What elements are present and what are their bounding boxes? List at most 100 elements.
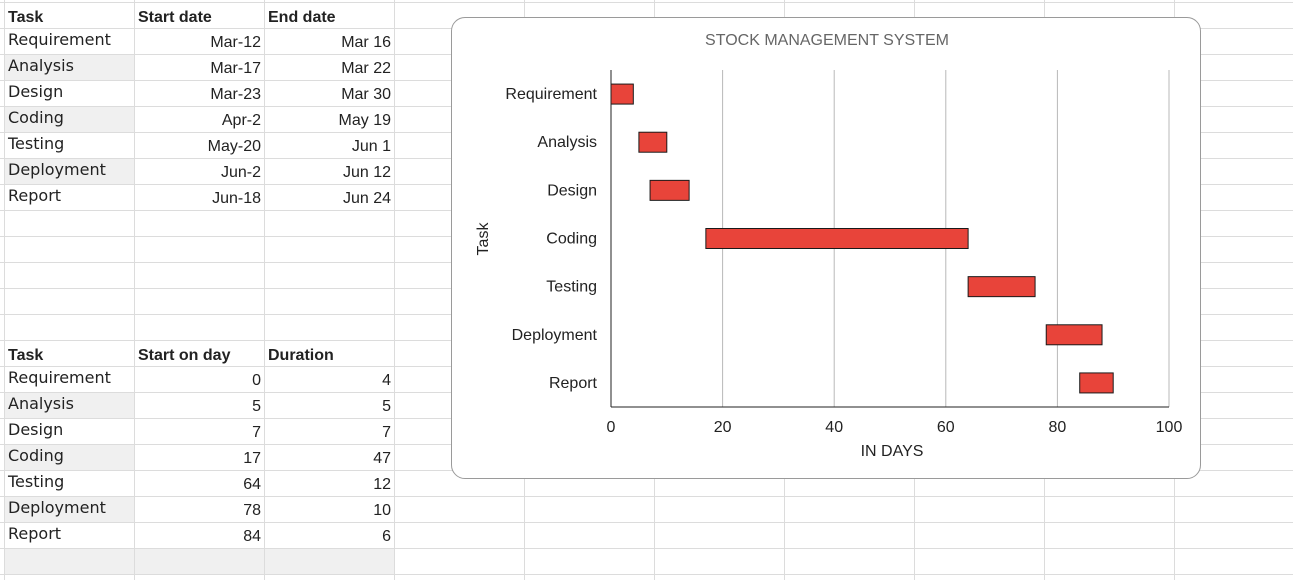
y-tick-label: Requirement bbox=[505, 86, 597, 103]
empty-cell[interactable] bbox=[264, 210, 395, 237]
task-name-cell[interactable]: Design bbox=[4, 80, 135, 107]
value-cell[interactable]: Mar-23 bbox=[134, 80, 265, 107]
empty-cell[interactable] bbox=[4, 262, 135, 289]
x-tick-label: 60 bbox=[937, 419, 955, 436]
table-row: Coding Apr-2 May 19 bbox=[4, 106, 395, 133]
empty-cell[interactable] bbox=[134, 236, 265, 263]
y-tick-label: Coding bbox=[546, 231, 597, 248]
value-cell[interactable]: Jun 24 bbox=[264, 184, 395, 211]
x-tick-label: 0 bbox=[607, 419, 616, 436]
bar-requirement[interactable] bbox=[610, 83, 634, 105]
empty-cell[interactable] bbox=[264, 262, 395, 289]
empty-cell[interactable] bbox=[4, 236, 135, 263]
bar-report[interactable] bbox=[1079, 372, 1114, 394]
table-row: Analysis 5 5 bbox=[4, 392, 395, 419]
value-cell[interactable]: 7 bbox=[134, 418, 265, 445]
value-cell[interactable]: 5 bbox=[264, 392, 395, 419]
y-tick-label: Testing bbox=[546, 279, 597, 296]
task-name-cell[interactable]: Report bbox=[4, 184, 135, 211]
task-name-cell[interactable]: Deployment bbox=[4, 496, 135, 523]
table-row: Deployment Jun-2 Jun 12 bbox=[4, 158, 395, 185]
value-cell[interactable]: May 19 bbox=[264, 106, 395, 133]
empty-cell[interactable] bbox=[4, 548, 135, 575]
task-name-cell[interactable]: Testing bbox=[4, 470, 135, 497]
value-cell[interactable]: 12 bbox=[264, 470, 395, 497]
y-tick-label: Design bbox=[547, 182, 597, 199]
value-cell[interactable]: Jun-2 bbox=[134, 158, 265, 185]
empty-cell[interactable] bbox=[134, 548, 265, 575]
bar-analysis[interactable] bbox=[638, 131, 668, 153]
header-task[interactable]: Task bbox=[4, 340, 135, 367]
value-cell[interactable]: Jun 1 bbox=[264, 132, 395, 159]
value-cell[interactable]: Mar-17 bbox=[134, 54, 265, 81]
value-cell[interactable]: Mar-12 bbox=[134, 28, 265, 55]
value-cell[interactable]: 64 bbox=[134, 470, 265, 497]
table-header-row: Task Start date End date bbox=[4, 2, 395, 29]
empty-cell[interactable] bbox=[4, 288, 135, 315]
task-name-cell[interactable]: Report bbox=[4, 522, 135, 549]
table-row: Testing 64 12 bbox=[4, 470, 395, 497]
x-tick-label: 20 bbox=[714, 419, 732, 436]
y-tick-label: Deployment bbox=[512, 327, 598, 344]
empty-cell[interactable] bbox=[134, 314, 265, 341]
value-cell[interactable]: Mar 30 bbox=[264, 80, 395, 107]
task-name-cell[interactable]: Analysis bbox=[4, 54, 135, 81]
table-row: Requirement Mar-12 Mar 16 bbox=[4, 28, 395, 55]
value-cell[interactable]: 4 bbox=[264, 366, 395, 393]
value-cell[interactable]: 7 bbox=[264, 418, 395, 445]
value-cell[interactable]: Apr-2 bbox=[134, 106, 265, 133]
header-task[interactable]: Task bbox=[4, 2, 135, 29]
header-start-date[interactable]: Start date bbox=[134, 2, 265, 29]
task-name-cell[interactable]: Requirement bbox=[4, 366, 135, 393]
task-name-cell[interactable]: Deployment bbox=[4, 158, 135, 185]
value-cell[interactable]: Jun-18 bbox=[134, 184, 265, 211]
empty-cell[interactable] bbox=[134, 288, 265, 315]
header-duration[interactable]: Duration bbox=[264, 340, 395, 367]
value-cell[interactable]: May-20 bbox=[134, 132, 265, 159]
schedule-dates-table: Task Start date End date Requirement Mar-… bbox=[4, 2, 395, 341]
task-name-cell[interactable]: Coding bbox=[4, 106, 135, 133]
task-name-cell[interactable]: Analysis bbox=[4, 392, 135, 419]
value-cell[interactable]: 6 bbox=[264, 522, 395, 549]
y-axis-labels: Requirement Analysis Design Coding Testing De… bbox=[505, 86, 597, 392]
empty-cell[interactable] bbox=[264, 314, 395, 341]
value-cell[interactable]: 78 bbox=[134, 496, 265, 523]
value-cell[interactable]: 47 bbox=[264, 444, 395, 471]
header-start-on-day[interactable]: Start on day bbox=[134, 340, 265, 367]
empty-cell[interactable] bbox=[264, 288, 395, 315]
empty-cell[interactable] bbox=[134, 210, 265, 237]
value-cell[interactable]: Jun 12 bbox=[264, 158, 395, 185]
bar-testing[interactable] bbox=[967, 276, 1036, 298]
bar-deployment[interactable] bbox=[1045, 324, 1103, 346]
x-tick-label: 40 bbox=[825, 419, 843, 436]
bar-coding[interactable] bbox=[705, 228, 969, 249]
empty-cell[interactable] bbox=[264, 548, 395, 575]
value-cell[interactable]: 17 bbox=[134, 444, 265, 471]
x-tick-label: 100 bbox=[1156, 419, 1183, 436]
value-cell[interactable]: Mar 22 bbox=[264, 54, 395, 81]
gantt-chart: STOCK MANAGEMENT SYSTEM Requirement Analy… bbox=[475, 32, 1183, 460]
task-name-cell[interactable]: Testing bbox=[4, 132, 135, 159]
empty-cell[interactable] bbox=[4, 314, 135, 341]
empty-cell[interactable] bbox=[134, 262, 265, 289]
table-row: Design 7 7 bbox=[4, 418, 395, 445]
task-name-cell[interactable]: Requirement bbox=[4, 28, 135, 55]
value-cell[interactable]: 10 bbox=[264, 496, 395, 523]
task-name-cell[interactable]: Coding bbox=[4, 444, 135, 471]
table-row: Deployment 78 10 bbox=[4, 496, 395, 523]
empty-cell[interactable] bbox=[264, 236, 395, 263]
empty-cell[interactable] bbox=[4, 210, 135, 237]
table-header-row: Task Start on day Duration bbox=[4, 340, 395, 367]
table-row: Analysis Mar-17 Mar 22 bbox=[4, 54, 395, 81]
schedule-days-table: Task Start on day Duration Requirement 0 4… bbox=[4, 340, 395, 575]
gantt-chart-panel[interactable]: STOCK MANAGEMENT SYSTEM Requirement Analy… bbox=[451, 17, 1201, 479]
task-name-cell[interactable]: Design bbox=[4, 418, 135, 445]
header-end-date[interactable]: End date bbox=[264, 2, 395, 29]
value-cell[interactable]: 5 bbox=[134, 392, 265, 419]
value-cell[interactable]: 84 bbox=[134, 522, 265, 549]
value-cell[interactable]: Mar 16 bbox=[264, 28, 395, 55]
bar-design[interactable] bbox=[649, 179, 690, 201]
value-cell[interactable]: 0 bbox=[134, 366, 265, 393]
y-tick-label: Analysis bbox=[537, 134, 597, 151]
